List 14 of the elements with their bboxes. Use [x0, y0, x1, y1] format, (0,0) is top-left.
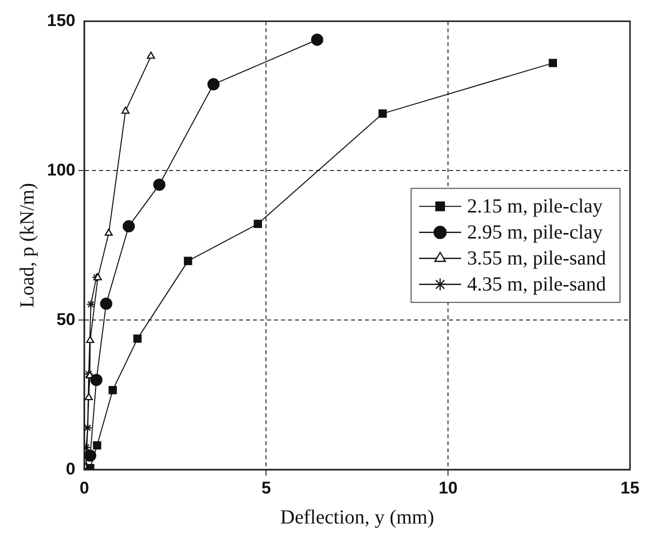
- x-axis-title: Deflection, y (mm): [280, 506, 434, 528]
- legend-label: 2.15 m, pile-clay: [467, 196, 603, 218]
- x-tick-label: 5: [262, 478, 271, 498]
- legend-label: 4.35 m, pile-sand: [467, 274, 606, 296]
- x-tick-label: 0: [80, 478, 90, 498]
- legend-label: 2.95 m, pile-clay: [467, 222, 603, 244]
- y-tick-label: 50: [56, 310, 76, 329]
- y-tick-label: 100: [46, 160, 76, 180]
- y-axis-title: Load, p (kN/m): [16, 182, 38, 308]
- x-tick-label: 10: [438, 478, 458, 498]
- y-tick-label: 0: [66, 459, 76, 478]
- x-tick-label: 15: [620, 478, 640, 498]
- y-tick-label: 150: [46, 10, 76, 30]
- legend-label: 3.55 m, pile-sand: [467, 248, 606, 270]
